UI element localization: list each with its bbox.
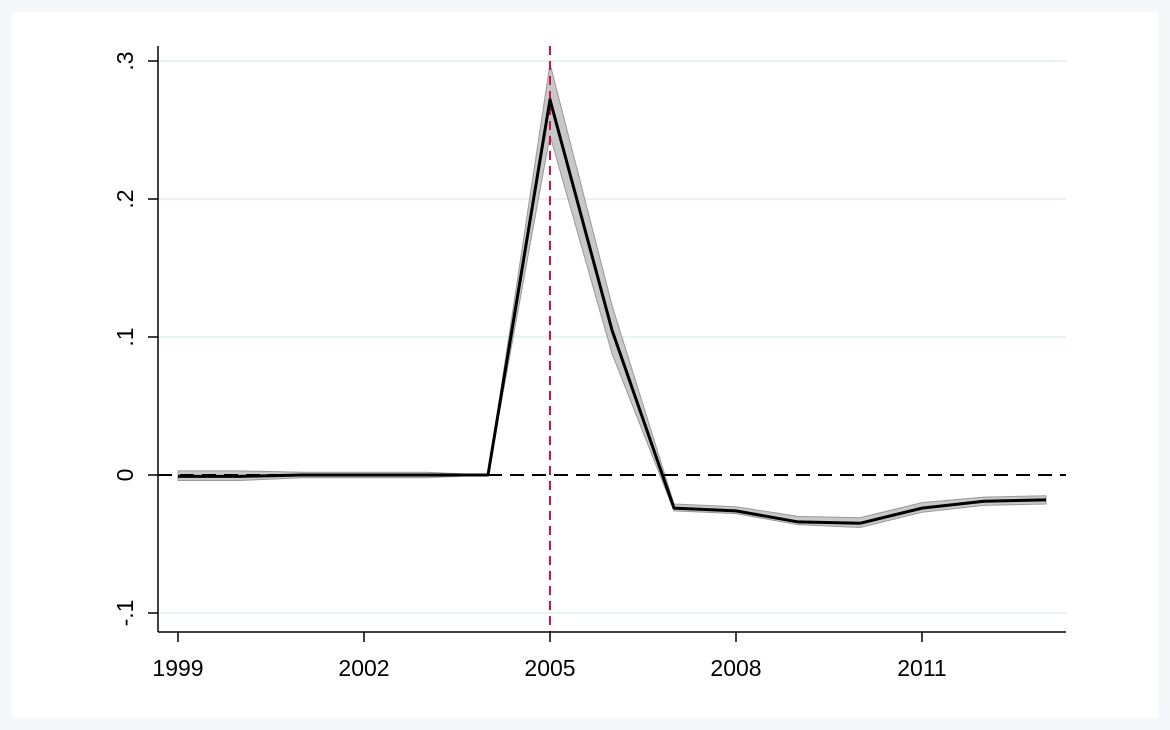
plot-background [12, 12, 1158, 718]
reference-lines [158, 46, 1066, 632]
series-lines [178, 98, 1047, 525]
y-tick-label: .2 [112, 189, 138, 208]
x-tick-label: 1999 [152, 655, 203, 681]
estimate-line [178, 98, 1047, 525]
y-tick-label: .1 [112, 327, 138, 346]
x-tick-label: 2011 [897, 655, 946, 681]
x-tick-label: 2002 [338, 655, 389, 681]
x-ticks: 1999 2002 2005 2008 2011 [152, 632, 947, 681]
y-tick-label: 0 [112, 469, 138, 482]
x-tick-label: 2005 [524, 655, 575, 681]
x-tick-label: 2008 [710, 655, 761, 681]
confidence-band [177, 63, 1047, 528]
y-tick-label: -.1 [112, 600, 138, 627]
y-tick-label: .3 [112, 51, 138, 70]
y-ticks: -.1 0 .1 .2 .3 [112, 51, 158, 626]
axes [157, 46, 1066, 633]
confidence-band-area [177, 63, 1047, 528]
